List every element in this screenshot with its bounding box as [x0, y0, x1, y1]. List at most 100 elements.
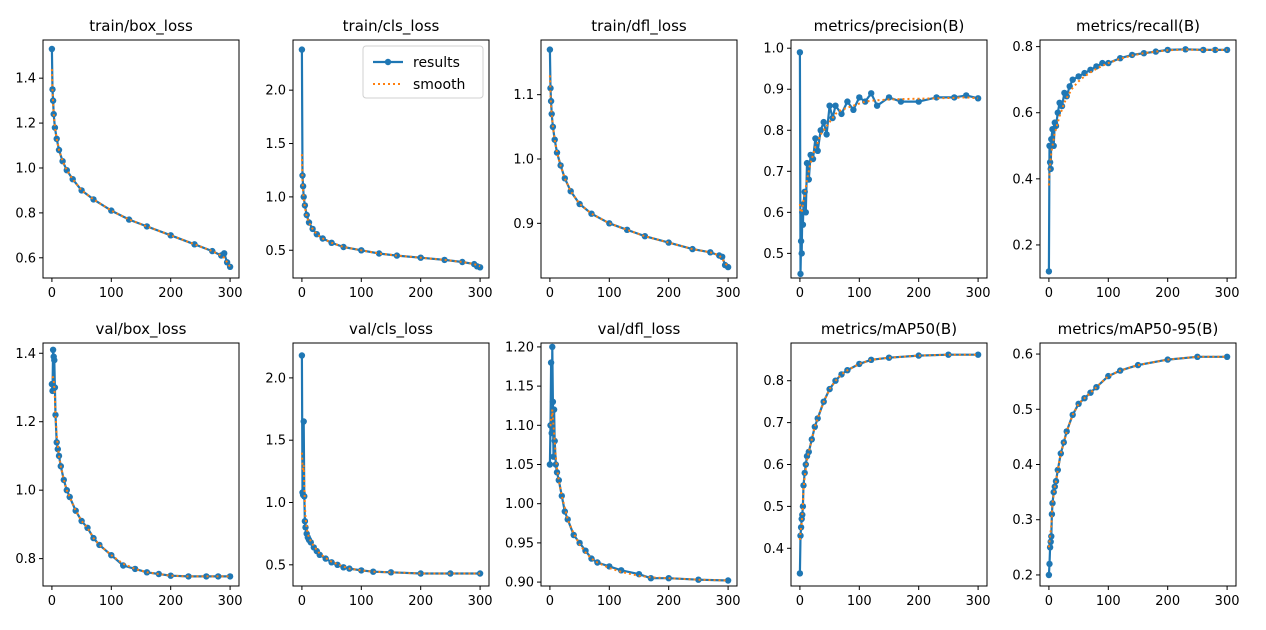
plot-title: val/box_loss — [96, 320, 187, 339]
results-point — [797, 532, 804, 539]
y-tick-label: 0.8 — [763, 124, 784, 139]
results-point — [203, 573, 210, 580]
y-tick-label: 1.4 — [15, 347, 36, 362]
x-tick-label: 300 — [1215, 286, 1240, 301]
results-point — [299, 183, 307, 190]
results-point — [558, 492, 565, 500]
y-tick-label: 0.4 — [1012, 458, 1033, 473]
y-tick-label: 0.8 — [15, 206, 36, 221]
y-tick-label: 0.7 — [763, 416, 784, 431]
results-point — [797, 524, 805, 531]
x-tick-label: 100 — [597, 286, 622, 301]
data-area — [546, 343, 732, 584]
results-point — [54, 445, 61, 453]
results-point — [1046, 159, 1054, 166]
x-tick-label: 300 — [966, 286, 991, 301]
results-point — [1087, 66, 1094, 74]
y-tick-label: 0.6 — [1012, 348, 1033, 363]
data-area — [1045, 353, 1231, 579]
results-point — [226, 573, 234, 580]
results-point — [1054, 466, 1062, 474]
results-point — [301, 518, 309, 525]
results-point — [1093, 384, 1100, 391]
results-point — [1058, 102, 1066, 110]
results-point — [549, 343, 556, 351]
plot-title: val/cls_loss — [349, 320, 433, 339]
y-tick-label: 1.4 — [15, 72, 36, 87]
results-point — [838, 110, 845, 118]
results-point — [862, 98, 869, 105]
results-point — [1140, 50, 1148, 57]
results-point — [370, 568, 377, 575]
results-point — [1063, 428, 1070, 435]
results-point — [719, 253, 726, 260]
results-point — [868, 90, 875, 97]
results-point — [873, 102, 881, 109]
x-tick-label: 100 — [1096, 286, 1121, 301]
axes-frame — [42, 39, 240, 279]
y-tick-label: 0.6 — [763, 458, 784, 473]
results-point — [796, 570, 804, 577]
y-tick-label: 1.2 — [15, 117, 36, 132]
results-point — [546, 461, 554, 468]
results-point — [832, 102, 839, 109]
results-point — [120, 562, 127, 569]
results-point — [1047, 538, 1054, 545]
subplot-val-cls-loss: val/cls_loss 0 100 200 300 0.5 1.0 1.5 2.0 — [265, 320, 492, 609]
y-tick-label: 0.5 — [763, 500, 784, 515]
data-area — [298, 46, 484, 271]
results-point — [298, 46, 306, 53]
results-point — [1223, 353, 1231, 360]
results-point — [393, 252, 401, 259]
smooth-line — [548, 75, 729, 268]
data-area — [546, 46, 732, 271]
smooth-line — [1047, 48, 1228, 186]
results-line — [50, 48, 232, 268]
results-point — [547, 359, 555, 366]
results-point — [375, 250, 383, 257]
axes-frame — [540, 342, 738, 587]
axes-frame — [292, 342, 490, 587]
y-tick-label: 2.0 — [265, 371, 286, 386]
x-tick-label: 200 — [906, 286, 931, 301]
results-point — [1223, 46, 1231, 54]
axes-frame — [1039, 342, 1237, 587]
results-point — [1046, 560, 1053, 568]
data-area — [796, 49, 982, 278]
x-tick-label: 0 — [546, 286, 554, 301]
results-point — [1046, 544, 1054, 551]
data-area — [796, 351, 982, 577]
x-tick-label: 100 — [99, 286, 124, 301]
results-point — [915, 352, 922, 359]
y-tick-label: 1.5 — [265, 137, 286, 152]
data-area — [48, 45, 234, 270]
results-point — [300, 418, 307, 425]
x-tick-label: 0 — [1045, 594, 1053, 609]
x-tick-label: 100 — [349, 286, 374, 301]
y-tick-label: 1.05 — [505, 458, 534, 473]
results-point — [1048, 136, 1055, 143]
results-point — [800, 482, 807, 489]
results-point — [915, 98, 922, 105]
x-tick-label: 0 — [298, 594, 306, 609]
x-tick-label: 100 — [597, 594, 622, 609]
results-point — [549, 398, 557, 405]
smooth-line — [798, 96, 979, 214]
legend-results-marker — [384, 58, 392, 66]
results-point — [1052, 122, 1060, 130]
x-tick-label: 100 — [1096, 594, 1121, 609]
y-tick-label: 0.2 — [1012, 238, 1033, 253]
results-point — [60, 476, 67, 484]
y-tick-label: 1.5 — [265, 434, 286, 449]
results-line — [1047, 48, 1228, 272]
plot-title: metrics/mAP50(B) — [821, 320, 957, 338]
y-tick-label: 0.4 — [1012, 172, 1033, 187]
results-point — [803, 159, 811, 167]
plot-title: train/dfl_loss — [591, 17, 687, 36]
results-point — [796, 49, 804, 56]
x-tick-label: 300 — [218, 594, 243, 609]
results-point — [856, 94, 863, 101]
results-point — [548, 110, 555, 118]
smooth-line — [798, 353, 979, 540]
